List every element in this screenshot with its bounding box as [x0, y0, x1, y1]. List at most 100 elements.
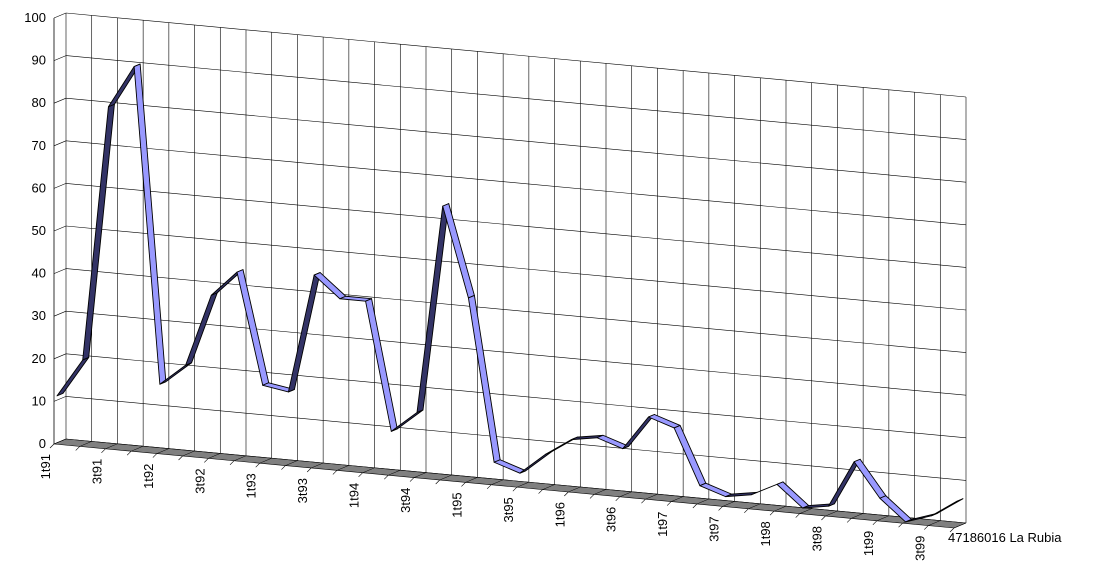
y-tick-label: 90 — [32, 53, 46, 68]
x-tick-mark — [846, 518, 852, 523]
x-tick-label: 3t95 — [501, 497, 516, 522]
x-tick-label: 3t99 — [912, 536, 927, 561]
floor-grid — [362, 467, 375, 474]
x-tick-mark — [152, 453, 158, 458]
x-tick-mark — [229, 460, 235, 466]
x-axis: 1t91 3t91 1t92 3t92 1t93 3t93 1t94 3t94 1t95 3t95… — [38, 454, 927, 561]
gridline-h — [65, 225, 967, 311]
x-tick-mark — [486, 484, 492, 490]
chart-walls — [53, 12, 967, 524]
x-tick-label: 3t94 — [398, 488, 413, 513]
x-tick-mark — [692, 503, 698, 509]
x-tick-mark — [384, 474, 389, 480]
gridline-side — [53, 140, 67, 147]
x-tick-mark — [409, 477, 415, 482]
ribbon-segment — [699, 482, 733, 498]
gridline-side — [53, 353, 67, 360]
ribbon-segment — [827, 458, 861, 507]
ribbon-segment — [416, 203, 450, 413]
gridline-h — [65, 353, 967, 439]
y-tick-label: 30 — [32, 308, 46, 323]
ribbon-segment — [467, 295, 501, 463]
floor-grid — [953, 522, 967, 529]
floor-grid — [645, 493, 658, 500]
x-tick-mark — [949, 527, 955, 533]
floor-grid — [619, 491, 632, 498]
y-tick-label: 0 — [39, 436, 46, 451]
x-tick-mark — [589, 494, 595, 499]
floor-grid — [465, 477, 478, 483]
x-tick-mark — [126, 450, 132, 456]
x-tick-label: 1t99 — [861, 531, 876, 556]
ribbon-segment — [365, 298, 398, 432]
ribbon-segment — [622, 414, 655, 450]
x-tick-mark — [358, 472, 363, 478]
ribbon-segment — [776, 481, 810, 509]
x-tick-label: 3t93 — [295, 478, 310, 503]
gridline-side — [53, 55, 67, 61]
y-tick-label: 10 — [32, 393, 46, 408]
floor-grid — [259, 457, 272, 464]
x-tick-label: 1t94 — [347, 483, 362, 508]
x-tick-label: 3t92 — [192, 468, 207, 493]
x-tick-label: 3t98 — [809, 526, 824, 551]
y-tick-label: 100 — [24, 10, 46, 25]
y-tick-label: 60 — [32, 180, 46, 195]
floor-grid — [233, 455, 247, 462]
x-tick-label: 1t96 — [552, 502, 567, 527]
x-tick-mark — [101, 448, 106, 454]
ribbon-segment — [313, 272, 347, 300]
x-tick-label: 3t96 — [604, 507, 619, 532]
gridline-side — [53, 310, 67, 317]
ribbon-segment — [930, 498, 964, 517]
x-tick-mark — [461, 482, 466, 487]
floor-grid — [542, 484, 555, 490]
x-tick-mark — [281, 465, 286, 470]
x-tick-mark — [872, 520, 878, 526]
x-tick-mark — [75, 446, 80, 451]
floor-grid — [285, 460, 298, 466]
gridline-h — [65, 310, 967, 396]
floor-grid — [825, 510, 838, 517]
gridline-side — [53, 12, 67, 19]
floor-grid — [208, 453, 221, 459]
floor-grid — [773, 505, 787, 512]
x-tick-label: 1t97 — [655, 512, 670, 537]
gridline-h — [65, 268, 967, 353]
ribbon-segment — [56, 357, 90, 397]
floor-grid — [156, 448, 169, 454]
x-tick-mark — [255, 462, 260, 468]
x-tick-label: 1t95 — [449, 492, 464, 517]
x-tick-mark — [769, 510, 775, 516]
floor-grid — [593, 489, 607, 495]
gridline-side — [53, 183, 67, 189]
x-tick-mark — [564, 491, 569, 497]
x-tick-label: 3t97 — [707, 516, 722, 541]
x-tick-label: 1t92 — [141, 464, 156, 489]
left-wall — [53, 12, 67, 445]
floor-grid — [799, 508, 812, 514]
floor-grid — [491, 479, 504, 486]
floor-grid — [876, 515, 889, 522]
floor-grid — [671, 496, 684, 502]
series-label: 47186016 La Rubia — [948, 530, 1062, 545]
floor-grid — [79, 441, 92, 447]
x-tick-mark — [666, 501, 672, 506]
y-tick-label: 50 — [32, 223, 46, 238]
gridline-h — [65, 12, 967, 98]
gridline-side — [53, 225, 67, 232]
floor-grid — [696, 498, 709, 505]
gridline-side — [53, 396, 67, 402]
x-tick-label: 1t98 — [758, 521, 773, 546]
x-tick-mark — [641, 498, 646, 504]
x-tick-mark — [306, 467, 312, 473]
floor-grid — [105, 443, 118, 450]
x-tick-mark — [512, 486, 518, 492]
series-ribbon — [56, 63, 964, 523]
ribbon-segment — [853, 458, 887, 499]
x-tick-label: 1t91 — [38, 454, 53, 479]
y-tick-label: 20 — [32, 351, 46, 366]
x-tick-mark — [718, 506, 723, 511]
gridline-h — [65, 140, 967, 226]
x-tick-mark — [49, 443, 55, 449]
